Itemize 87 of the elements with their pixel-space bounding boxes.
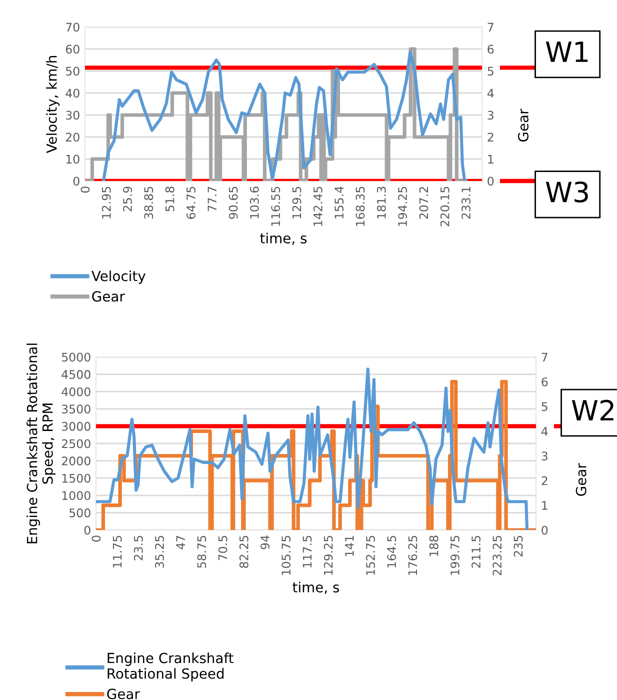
y-tick-label: 0 <box>73 176 80 186</box>
y-tick-label: 10 <box>66 154 80 164</box>
x-tick-label: 0 <box>92 536 101 542</box>
y2-tick-label: 3 <box>542 452 548 461</box>
x-tick-label: 129.5 <box>292 186 302 218</box>
y-tick-label: 60 <box>66 44 80 54</box>
y-tick-label: 2500 <box>62 439 90 448</box>
x-tick-label: 23.5 <box>134 536 143 560</box>
y2-tick-label: 7 <box>542 352 548 362</box>
x-tick-label: 11.75 <box>112 536 122 568</box>
x-tick-label: 194.25 <box>398 186 408 226</box>
ref-line-label: W1 <box>546 42 588 62</box>
x-tick-label: 168.35 <box>356 186 365 226</box>
x-tick-label: 220.15 <box>440 186 450 226</box>
x-tick-label: 94 <box>260 536 270 550</box>
x-tick-label: 141 <box>345 536 354 556</box>
x-axis-title: time, s <box>260 232 307 245</box>
y-tick-label: 1500 <box>62 474 90 483</box>
x-tick-label: 64.75 <box>186 186 196 219</box>
legend-label: Gear <box>92 291 125 302</box>
x-tick-label: 223.25 <box>492 536 502 576</box>
x-tick-label: 51.8 <box>165 186 174 212</box>
x-tick-label: 70.5 <box>218 536 228 560</box>
y-tick-label: 3000 <box>62 422 90 431</box>
x-tick-label: 199.75 <box>450 536 460 575</box>
x-tick-label: 58.75 <box>197 536 206 568</box>
y2-tick-label: 6 <box>542 377 548 386</box>
y2-axis-title: Gear <box>518 108 528 142</box>
y2-tick-label: 2 <box>488 132 494 142</box>
y2-tick-label: 1 <box>488 154 494 164</box>
x-tick-label: 129.25 <box>324 536 333 575</box>
x-tick-label: 105.75 <box>282 536 291 575</box>
y-tick-label: 1000 <box>62 491 90 500</box>
x-tick-label: 188 <box>429 536 438 556</box>
y-tick-label: 5000 <box>62 352 90 362</box>
x-tick-label: 164.5 <box>387 536 396 568</box>
x-tick-label: 38.85 <box>144 186 154 219</box>
x-tick-label: 12.95 <box>102 186 111 218</box>
y-axis-title: Velocity, km/h <box>46 56 60 154</box>
y2-tick-label: 0 <box>488 176 494 186</box>
y-tick-label: 3500 <box>62 404 90 414</box>
y-tick-label: 50 <box>66 66 80 76</box>
x-tick-label: 142.45 <box>313 186 322 226</box>
x-tick-label: 235 <box>514 536 523 557</box>
y-tick-label: 4000 <box>62 387 90 396</box>
y2-tick-label: 5 <box>488 66 494 76</box>
x-tick-label: 152.75 <box>366 536 375 575</box>
x-tick-label: 181.3 <box>376 186 386 218</box>
legend-label: Gear <box>107 688 140 700</box>
x-tick-label: 155.4 <box>334 186 344 218</box>
ref-line-label: W3 <box>546 181 588 202</box>
y-tick-label: 30 <box>66 110 80 120</box>
x-tick-label: 176.25 <box>408 536 418 575</box>
y2-tick-label: 3 <box>488 110 494 120</box>
x-tick-label: 116.55 <box>271 186 280 226</box>
x-tick-label: 35.25 <box>155 536 164 568</box>
legend-label: Engine Crankshaft Rotational Speed <box>108 652 234 682</box>
x-tick-label: 117.5 <box>302 536 312 568</box>
y-tick-label: 20 <box>66 132 80 142</box>
y2-tick-label: 6 <box>488 44 494 54</box>
y2-axis-title: Gear <box>576 463 586 496</box>
y-tick-label: 500 <box>70 508 90 518</box>
y2-tick-label: 7 <box>488 22 494 32</box>
x-tick-label: 90.65 <box>228 186 238 219</box>
x-axis-title: time, s <box>292 582 340 594</box>
y2-tick-label: 4 <box>541 427 548 436</box>
legend-label: Velocity <box>91 270 146 284</box>
y-tick-label: 70 <box>66 22 80 32</box>
x-tick-label: 207.2 <box>419 187 428 219</box>
y2-tick-label: 1 <box>542 501 548 510</box>
y-tick-label: 4500 <box>62 370 90 379</box>
y2-tick-label: 5 <box>542 402 548 412</box>
x-tick-label: 47 <box>176 536 185 550</box>
y2-tick-label: 0 <box>542 526 548 535</box>
y2-tick-label: 2 <box>542 476 548 486</box>
y-tick-label: 0 <box>84 526 90 535</box>
x-tick-label: 103.6 <box>250 186 259 218</box>
ref-line-label: W2 <box>572 400 614 420</box>
x-tick-label: 25.9 <box>123 186 132 212</box>
x-tick-label: 211.5 <box>472 536 480 568</box>
y-tick-label: 40 <box>66 88 80 98</box>
x-tick-label: 82.25 <box>239 536 248 568</box>
y-axis-title: Engine Crankshaft Rotational Speed, RPM <box>26 344 56 544</box>
y-tick-label: 2000 <box>62 456 90 466</box>
x-tick-label: 77.7 <box>208 186 216 212</box>
y2-tick-label: 4 <box>487 88 494 98</box>
x-tick-label: 233.1 <box>462 186 470 219</box>
